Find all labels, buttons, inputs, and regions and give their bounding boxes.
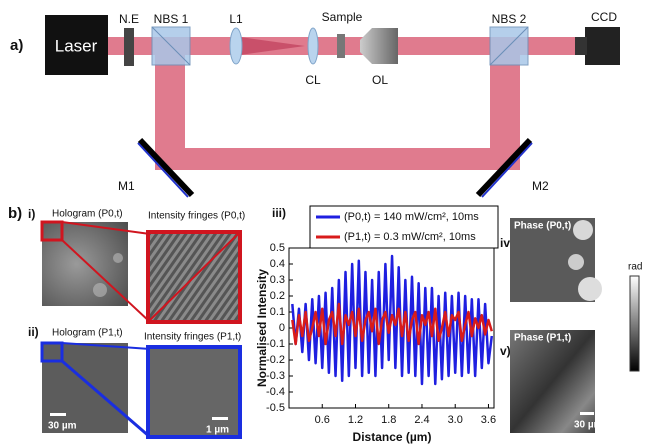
beam: [108, 37, 585, 55]
panel-label: i): [28, 207, 35, 221]
x-tick-label: 3.0: [448, 414, 463, 426]
image-title: Intensity fringes (P0,t): [148, 211, 245, 222]
scale-label: 30 µm: [48, 421, 77, 432]
images: b) i) Hologram (P0,t) Intensity fringes …: [8, 205, 642, 439]
label: L1: [229, 12, 243, 26]
series-line: [291, 302, 493, 346]
chart: Distance (µm) Normalised Intensity 0.5 0.…: [255, 205, 499, 444]
legend-label: (P0,t) = 140 mW/cm², 10ms: [344, 211, 479, 223]
x-tick-label: 2.4: [414, 414, 429, 426]
panel-label: a): [10, 37, 23, 54]
splitter-edge: [489, 26, 529, 66]
zoom-line: [61, 221, 151, 235]
y-tick-label: -0.3: [266, 370, 285, 382]
y-tick-label: -0.2: [266, 354, 285, 366]
roi: [40, 341, 64, 363]
label: Sample: [322, 10, 363, 24]
image-title: Phase (P0,t): [514, 221, 571, 232]
panel-label: v): [500, 344, 511, 358]
x-axis-label: Distance (µm): [353, 430, 432, 444]
lens: [307, 27, 319, 65]
beam: [155, 148, 520, 170]
zoom-line: [61, 342, 151, 350]
label: CL: [305, 73, 321, 87]
label: M2: [532, 179, 549, 193]
setup: a) Laser N.E NBS 1 L1 Sample NBS 2 CCD C…: [10, 10, 620, 198]
mirror-face: [137, 142, 189, 198]
laser: [45, 15, 108, 75]
mirror-face: [481, 142, 533, 198]
y-tick-label: 0.4: [270, 258, 285, 270]
cell: [568, 254, 584, 270]
splitter-edge: [151, 26, 191, 66]
roi: [40, 220, 64, 242]
hologram: [42, 343, 128, 433]
cell: [573, 220, 593, 240]
label: CCD: [591, 10, 617, 24]
legend-label: (P1,t) = 0.3 mW/cm², 10ms: [344, 231, 476, 243]
label: N.E: [119, 12, 139, 26]
sample: [337, 34, 345, 58]
x-tick-label: 1.2: [348, 414, 363, 426]
x-tick-label: 1.8: [381, 414, 396, 426]
y-axis-label: Normalised Intensity: [255, 269, 269, 387]
x-tick-label: 3.6: [481, 414, 496, 426]
panel-label: ii): [28, 325, 39, 339]
scale-bar: [50, 413, 66, 416]
mirror: [137, 137, 195, 198]
ccd: [585, 27, 620, 65]
scale-bar: [580, 412, 594, 415]
y-tick-label: 0.5: [270, 242, 285, 254]
image-title: Phase (P1,t): [514, 333, 571, 344]
label: OL: [372, 73, 388, 87]
colorbar-label: rad: [628, 262, 642, 273]
y-tick-label: 0.3: [270, 274, 285, 286]
panel-label: iii): [272, 206, 286, 220]
nd-filter: [124, 28, 134, 66]
y-tick-label: -0.4: [266, 386, 285, 398]
y-tick-label: -0.5: [266, 402, 285, 414]
objective: [360, 28, 398, 64]
lens: [229, 27, 243, 65]
hologram: [42, 222, 128, 306]
fringes: [146, 345, 242, 439]
cell: [93, 283, 107, 297]
colorbar: [629, 275, 640, 372]
ccd-front: [575, 37, 587, 55]
label: NBS 2: [492, 12, 527, 26]
cell: [113, 253, 123, 263]
zoom-line: [61, 239, 151, 323]
x-tick-label: 0.6: [315, 414, 330, 426]
panel-label: b): [8, 205, 22, 222]
phase-image: [510, 330, 595, 433]
label: NBS 1: [154, 12, 189, 26]
image-title: Intensity fringes (P1,t): [144, 332, 241, 343]
laser-label: Laser: [55, 36, 98, 55]
cell: [578, 277, 602, 301]
focus: [240, 37, 305, 55]
mirror: [475, 137, 533, 198]
zoom-line: [61, 359, 151, 439]
y-tick-label: -0.1: [266, 338, 285, 350]
scale-label: 30 µm: [574, 420, 603, 431]
y-tick-label: 0.1: [270, 306, 285, 318]
series-line: [291, 254, 494, 386]
legend: [309, 205, 499, 249]
y-tick-label: 0: [279, 322, 285, 334]
zoom-line: [149, 233, 239, 321]
y-tick-label: 0.2: [270, 290, 285, 302]
beam: [490, 55, 520, 170]
label: M1: [118, 179, 135, 193]
scale-label: 1 µm: [206, 425, 229, 436]
image-title: Hologram (P0,t): [52, 209, 123, 220]
scale-bar: [212, 417, 228, 420]
image-title: Hologram (P1,t): [52, 328, 123, 339]
